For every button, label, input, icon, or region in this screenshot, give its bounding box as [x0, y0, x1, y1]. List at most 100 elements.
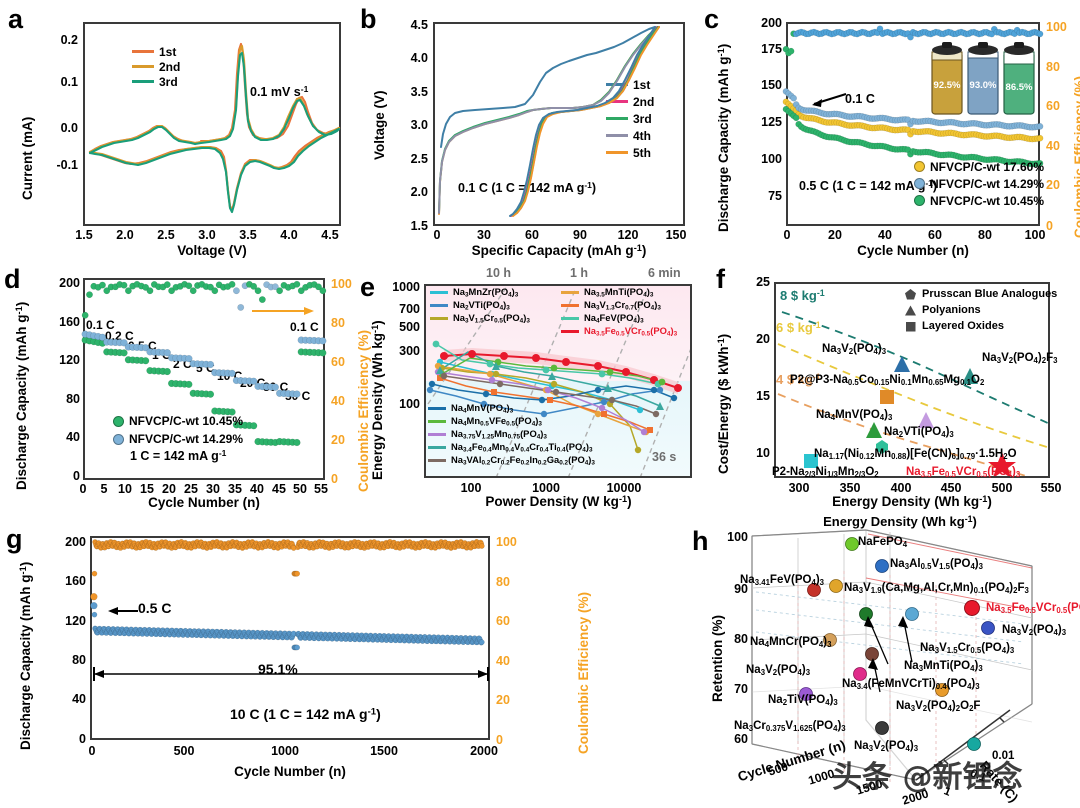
legend-label-2nd: 2nd: [159, 59, 181, 74]
legend-label-wt1760: NFVCP/C-wt 17.60%: [930, 159, 1045, 174]
legend-swatch-na2vti: [430, 304, 448, 307]
legend-label-pba: Prusscan Blue Analogues: [922, 288, 1058, 300]
panel-h-3d-axes: [751, 529, 1033, 782]
panel-g-scatter-series: [90, 538, 485, 651]
panel-a-label: a: [8, 4, 24, 34]
panel-d-xtick-3: 15: [140, 482, 154, 496]
panel-a-xtick-5: 4.0: [280, 228, 298, 242]
panel-h-label-na3cr0375: Na3Cr0.375V1.625(PO4)3: [734, 720, 846, 733]
panel-d-xlabel: Cycle Number (n): [148, 495, 260, 510]
panel-g-xlabel: Cycle Number (n): [234, 764, 346, 779]
panel-c-battery-inset: 92.5% 93.0% 86.5%: [930, 38, 1040, 130]
panel-c-y2tick-1: 20: [1046, 178, 1060, 192]
panel-d-xtick-1: 5: [100, 482, 108, 496]
panel-d-rate-0.1C-return: 0.1 C: [290, 320, 319, 334]
legend-swatch-na3v15cr05: [430, 317, 448, 320]
panel-c-rate-annotation-01c: 0.1 C: [845, 92, 875, 106]
panel-c-xtick-4: 80: [978, 228, 992, 242]
panel-c-xtick-5: 100: [1024, 228, 1046, 242]
legend-swatch-wt1429: [914, 178, 925, 189]
panel-h-label: h: [692, 526, 709, 556]
panel-h-label-na3v2-1: Na3V2(PO4)3: [1002, 624, 1067, 637]
panel-c-ytick-2: 125: [761, 115, 782, 129]
panel-h-label-na4mncr: Na4MnCr(PO4)3: [750, 636, 832, 649]
panel-c-scatter-series: [782, 25, 1044, 168]
panel-f-ytick-15: 15: [756, 389, 770, 403]
panel-h-label-na34femnvcrti: Na3.4(FeMnVCrTi)0.4(PO4)3: [842, 678, 980, 691]
panel-g-crate-annotation: 10 C (1 C = 142 mA g-1): [230, 706, 381, 722]
panel-g-xtick-2000: 2000: [470, 744, 498, 758]
panel-e-xtick-10000: 10000: [606, 481, 642, 495]
panel-d-legend: NFVCP/C-wt 10.45% NFVCP/C-wt 14.29%: [113, 412, 243, 448]
legend-swatch-1st: [132, 50, 154, 53]
panel-f-point-label-na2vti: Na2VTi(PO4)3: [884, 426, 954, 439]
panel-f-point-label-p2na23: P2-Na2/3Ni1/3Mn2/3O2: [772, 466, 879, 479]
panel-d-y2tick-0: 0: [331, 472, 338, 486]
panel-g: g Discharge Capacity (mAh g-1) Coulombic…: [0, 514, 700, 792]
legend-item: Na3VAl0.2Cr0.2Fe0.2In0.2Ga0.2(PO4)3: [428, 454, 595, 467]
panel-a-xtick-3: 3.0: [198, 228, 216, 242]
legend-item: 1st: [132, 44, 180, 59]
panel-d-xtick-4: 20: [162, 482, 176, 496]
legend-item: Na4Mn0.5VFe0.5(PO4)3: [428, 415, 595, 428]
panel-c-xtick-0: 0: [783, 228, 791, 242]
panel-h-label-na3v2-3: Na3V2(PO4)3: [854, 740, 919, 753]
panel-b-gcd-curves: [438, 26, 660, 217]
panel-d: d Discharge Capacity (mAh g-1) Coulombic…: [0, 262, 371, 514]
legend-label-3rd: 3rd: [159, 74, 178, 89]
panel-b-ytick-0: 1.5: [410, 219, 428, 233]
panel-b-ytick-2: 2.5: [410, 152, 428, 166]
legend-item: Na3V1.3Cr0.7(PO4)3: [561, 299, 677, 312]
panel-e-legend-top-right: Na3.5MnTi(PO4)3 Na3V1.3Cr0.7(PO4)3 Na4Fe…: [561, 286, 677, 338]
panel-h: h Energy Density (Wh kg-1) Retention (%)…: [690, 514, 1080, 808]
panel-d-ytick-4: 160: [59, 315, 80, 329]
panel-c-ytick-0: 75: [768, 189, 782, 203]
legend-label-na2vti: Na2VTi(PO4)3: [453, 299, 510, 312]
panel-f-point-label-na4mnv: Na4MnV(PO4)3: [816, 409, 893, 422]
watermark: 头条 @新锂念: [832, 760, 1023, 795]
panel-c-xtick-1: 20: [828, 228, 842, 242]
triangle-icon: [905, 305, 916, 315]
legend-label-1st: 1st: [159, 44, 177, 59]
panel-a-ytick-0: -0.1: [56, 158, 78, 172]
panel-e-ytick-300: 300: [399, 344, 420, 358]
panel-b-plot-frame: [433, 22, 685, 226]
battery-cell-3: 86.5%: [1003, 42, 1035, 115]
panel-c-ytick-1: 100: [761, 152, 782, 166]
legend-label-4th: 4th: [633, 128, 651, 143]
panel-b: b Voltage (V) Specific Capacity (mAh g-1…: [358, 0, 703, 262]
legend-label-wt1429: NFVCP/C-wt 14.29%: [129, 432, 244, 446]
panel-a-ytick-2: 0.1: [60, 75, 78, 89]
panel-b-xtick-0: 0: [433, 228, 441, 242]
panel-h-ytick-70: 70: [734, 682, 748, 696]
panel-d-scatter-series: [81, 280, 327, 447]
panel-g-y2tick-60: 60: [496, 614, 510, 628]
legend-label-na375v125mn075: Na3.75V1.25Mn0.75(PO4)3: [451, 428, 547, 441]
panel-h-label-nafepo4: NaFePO4: [858, 536, 908, 549]
panel-c-y2tick-3: 60: [1046, 99, 1060, 113]
panel-f-point-label-pba-compound: Na1.17(Ni0.12Mn0.88)[Fe(CN)6]0.79·1.5H2O: [814, 448, 1017, 461]
legend-label-wt1045: NFVCP/C-wt 10.45%: [129, 414, 244, 428]
panel-e-timeguide-6min: 6 min: [648, 266, 681, 280]
panel-h-ytick-80: 80: [734, 632, 748, 646]
legend-swatch-2nd: [132, 65, 154, 68]
panel-b-xtick-5: 150: [665, 228, 687, 242]
panel-d-ytick-0: 0: [73, 469, 80, 483]
panel-h-label-na3v19: Na3V1.9(Ca,Mg,Al,Cr,Mn)0.1(PO4)2F3: [844, 582, 1029, 595]
panel-h-ztick-001: 0.01: [992, 750, 1015, 762]
panel-e-timeguide-10h: 10 h: [486, 266, 512, 280]
panel-d-xtick-11: 55: [314, 482, 328, 496]
panel-f-point-label-na3v2po42f3: Na3V2(PO4)2F3: [982, 352, 1058, 365]
panel-d-y2tick-1: 20: [331, 433, 345, 447]
battery-cell-2: 93.0%: [967, 42, 999, 115]
svg-text:92.5%: 92.5%: [934, 80, 961, 91]
svg-text:93.0%: 93.0%: [970, 80, 997, 91]
panel-g-ylabel: Discharge Capacity (mAh g-1): [18, 561, 34, 750]
panel-f-cost-lines: [777, 311, 1048, 476]
legend-label-5th: 5th: [633, 145, 651, 160]
panel-d-ytick-3: 120: [59, 353, 80, 367]
legend-item: Na4MnV(PO4)3: [428, 402, 595, 415]
panel-e-legend-top-left: Na3MnZr(PO4)3 Na2VTi(PO4)3 Na3V1.5Cr0.5(…: [430, 286, 530, 325]
legend-swatch-4th: [606, 134, 628, 137]
panel-a-xtick-0: 1.5: [75, 228, 93, 242]
